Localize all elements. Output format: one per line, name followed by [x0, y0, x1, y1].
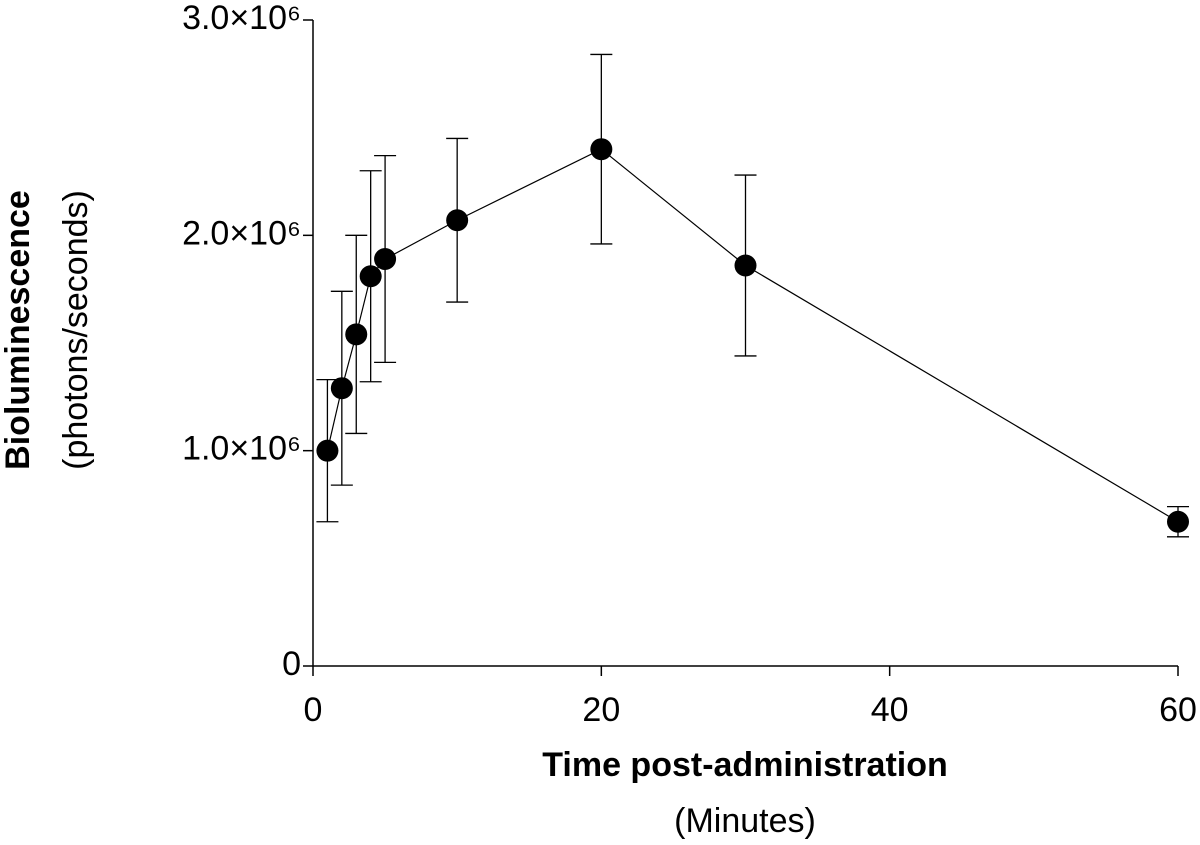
x-axis-unit: (Minutes): [674, 802, 816, 840]
y-tick-label: 1.0×10⁶: [182, 430, 301, 468]
data-point: [374, 248, 397, 271]
y-axis-title: Bioluminescence: [0, 190, 37, 470]
data-point: [330, 377, 353, 400]
data-point: [359, 265, 382, 288]
series-line: [326, 148, 1179, 523]
x-tick-label: 40: [871, 691, 909, 729]
x-axis-title: Time post-administration: [542, 746, 948, 784]
y-tick-label: 0: [282, 645, 301, 683]
data-point: [345, 323, 368, 346]
data-point: [590, 138, 613, 161]
data-point: [446, 209, 469, 232]
y-tick-label: 3.0×10⁶: [182, 0, 301, 37]
data-point: [734, 254, 757, 277]
x-tick-label: 20: [582, 691, 620, 729]
data-point: [1167, 510, 1189, 533]
data-point: [316, 439, 339, 462]
x-tick-label: 0: [304, 691, 323, 729]
y-axis-unit: (photons/seconds): [57, 190, 95, 470]
y-tick-label: 2.0×10⁶: [182, 214, 301, 252]
x-tick-label: 60: [1159, 691, 1197, 729]
